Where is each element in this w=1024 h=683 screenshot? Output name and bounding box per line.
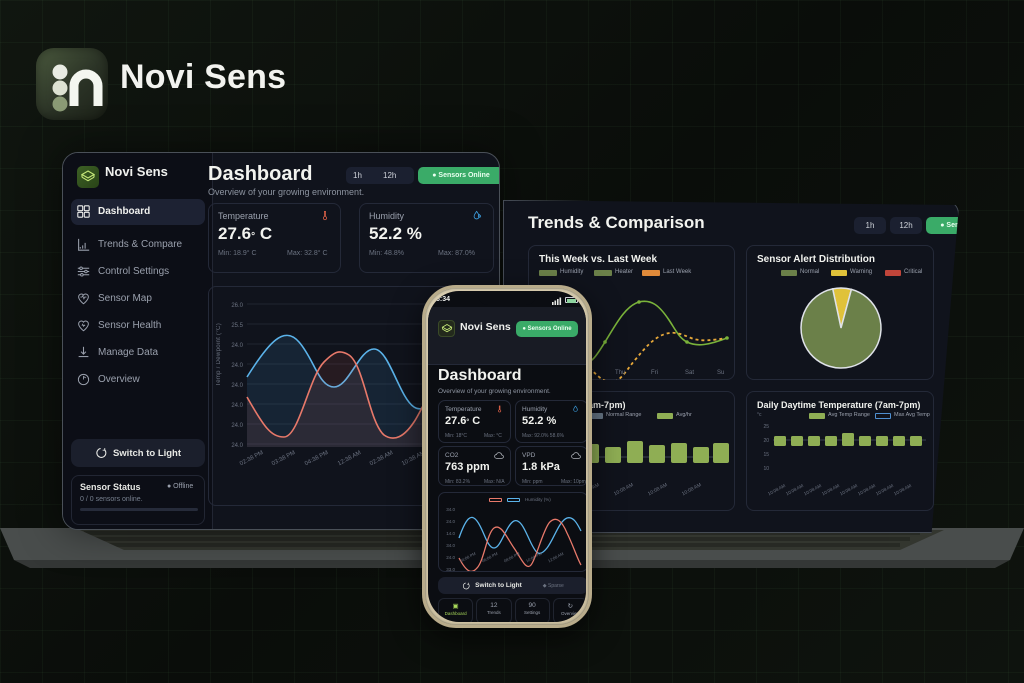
svg-text:33.0: 33.0: [446, 567, 455, 572]
svg-text:24.0: 24.0: [446, 555, 455, 560]
svg-text:24.0: 24.0: [231, 423, 243, 429]
svg-text:24.0: 24.0: [231, 343, 243, 349]
svg-text:20: 20: [763, 438, 769, 444]
svg-text:24.0: 24.0: [231, 383, 243, 389]
svg-text:34.0: 34.0: [446, 507, 455, 512]
svg-text:34.0: 34.0: [446, 543, 455, 548]
svg-text:15: 15: [763, 452, 769, 458]
svg-text:24.0: 24.0: [231, 363, 243, 369]
svg-text:25: 25: [763, 424, 769, 430]
svg-text:24.0: 24.0: [446, 519, 455, 524]
svg-text:24.0: 24.0: [231, 403, 243, 409]
svg-text:14.0: 14.0: [446, 531, 455, 536]
svg-text:24.0: 24.0: [231, 443, 243, 449]
svg-text:25.5: 25.5: [231, 323, 243, 329]
svg-text:26.0: 26.0: [231, 303, 243, 309]
svg-text:10: 10: [763, 466, 769, 472]
